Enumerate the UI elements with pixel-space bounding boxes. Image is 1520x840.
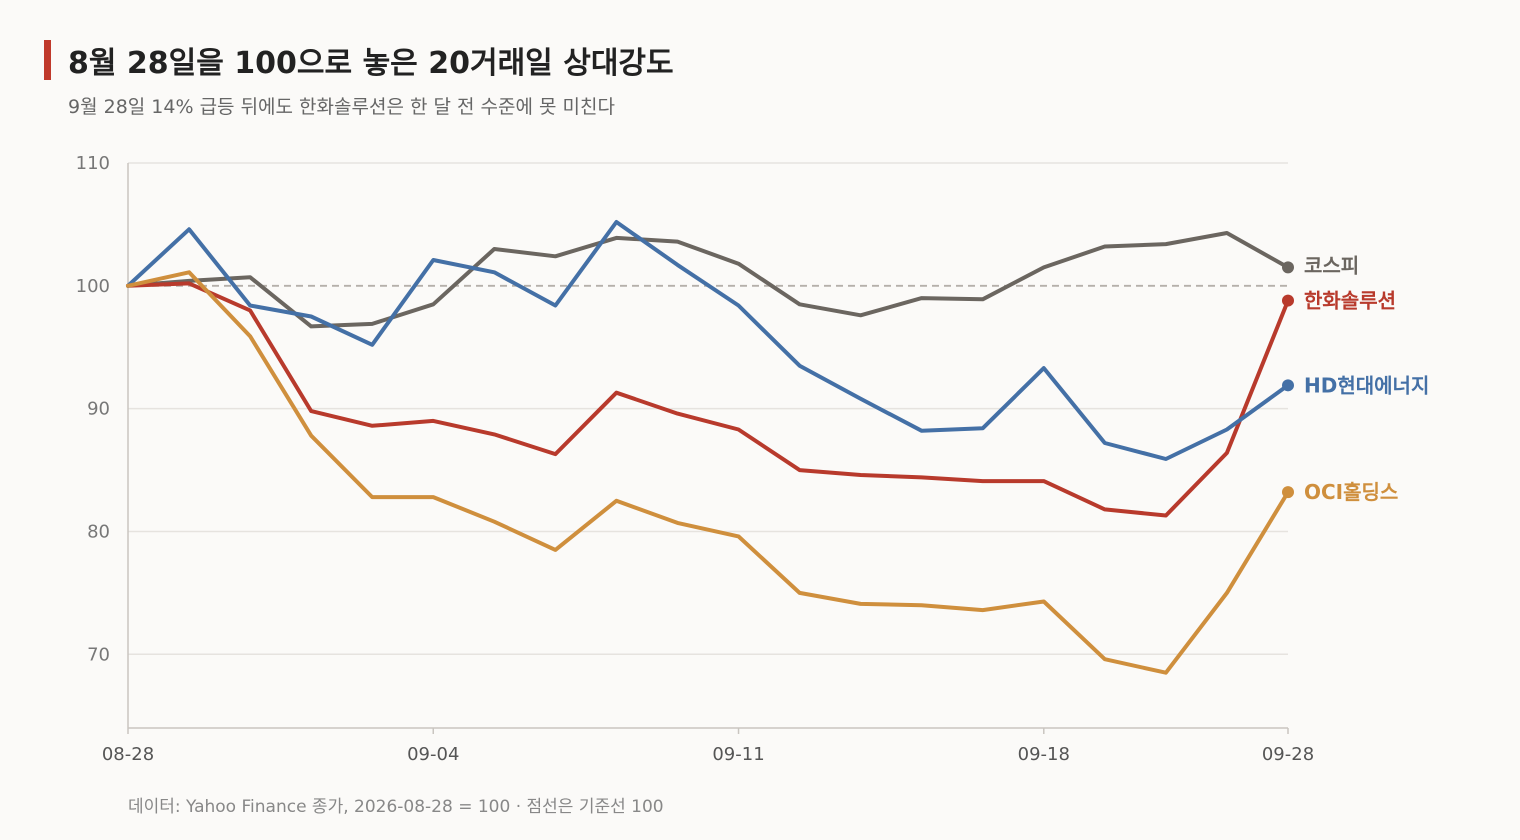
y-tick-label-100: 100 (76, 276, 110, 297)
series-label-3: OCI홀딩스 (1304, 480, 1398, 504)
x-tick-label-09-11: 09-11 (712, 744, 764, 765)
series-line-1 (126, 281, 1290, 518)
series-end-point-0 (1282, 261, 1294, 274)
series-label-1: 한화솔루션 (1304, 289, 1396, 313)
grid-lines (128, 162, 1288, 656)
series-label-2: HD현대에너지 (1304, 373, 1429, 397)
series-end-point-1 (1282, 294, 1294, 307)
y-tick-label-90: 90 (87, 399, 110, 420)
series-line-2 (126, 220, 1290, 461)
title-accent-bar (44, 40, 51, 80)
series-end-point-3 (1282, 486, 1294, 499)
y-tick-label-80: 80 (87, 521, 110, 542)
x-tick-label-08-28: 08-28 (102, 744, 154, 765)
series-lines (126, 220, 1294, 675)
series-line-3 (126, 270, 1290, 675)
axes: 70 80 90 100 110 08-28 09-04 09-11 09-18 09-28 (76, 153, 1315, 765)
series-line-0 (126, 231, 1290, 329)
y-tick-label-70: 70 (87, 644, 110, 665)
y-tick-label-110: 110 (76, 153, 110, 174)
chart-subtitle: 9월 28일 14% 급등 뒤에도 한화솔루션은 한 달 전 수준에 못 미친다 (68, 96, 615, 118)
x-tick-label-09-28: 09-28 (1262, 744, 1314, 765)
series-end-point-2 (1282, 379, 1294, 392)
data-source-note: 데이터: Yahoo Finance 종가, 2026-08-28 = 100 … (128, 797, 664, 817)
chart-title: 8월 28일을 100으로 놓은 20거래일 상대강도 (68, 46, 674, 81)
series-label-0: 코스피 (1304, 253, 1359, 277)
x-tick-label-09-18: 09-18 (1018, 744, 1070, 765)
x-tick-label-09-04: 09-04 (407, 744, 459, 765)
